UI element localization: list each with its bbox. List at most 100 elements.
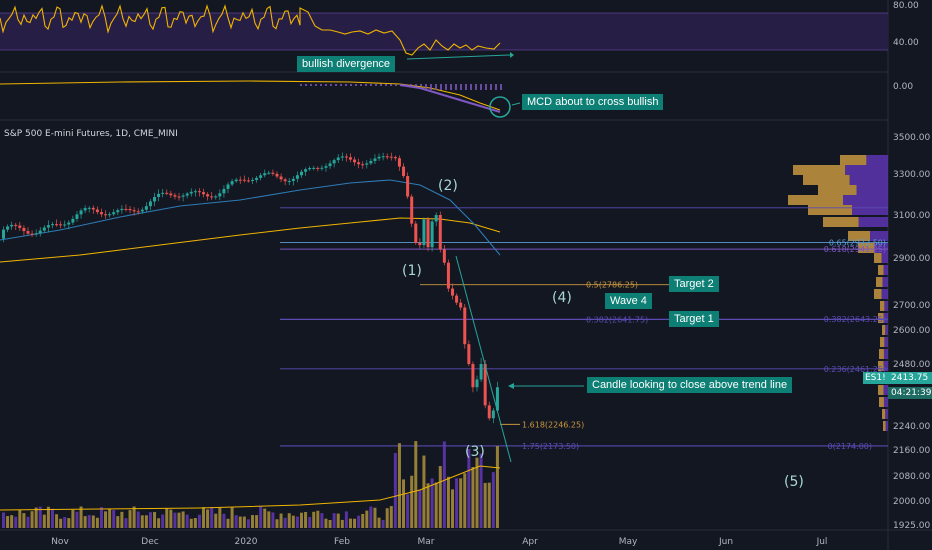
candle-body (495, 387, 499, 411)
time-tick-label: Apr (522, 537, 538, 547)
volume-bar (291, 515, 295, 528)
signal-line (399, 84, 501, 113)
annotation-candle-close[interactable]: Candle looking to close above trend line (587, 377, 793, 393)
candle-body (144, 206, 148, 210)
macd-histogram-bar (415, 84, 417, 86)
candle-body (18, 225, 22, 228)
volume-profile-bar (858, 243, 875, 253)
volume-bar (95, 517, 99, 528)
volume-bar (128, 510, 132, 528)
volume-bar (67, 518, 71, 528)
candle-body (320, 167, 324, 169)
candle-body (95, 209, 99, 213)
volume-profile-bar (879, 349, 884, 359)
annotation-target-2[interactable]: Target 2 (669, 276, 719, 292)
macd-histogram-bar (380, 84, 382, 86)
volume-bar (206, 509, 210, 528)
volume-bar (299, 512, 303, 528)
candle-body (165, 192, 169, 194)
candle-body (67, 222, 71, 225)
volume-bar (185, 514, 189, 528)
candle-body (455, 295, 459, 303)
candle-body (340, 156, 344, 158)
volume-profile-bar (874, 289, 882, 299)
candle-body (324, 166, 328, 168)
candle-body (406, 176, 410, 197)
volume-bar (361, 513, 365, 528)
candle-body (214, 196, 218, 198)
volume-bar (91, 515, 95, 528)
candle-body (132, 210, 136, 212)
candle-body (140, 209, 144, 212)
macd-histogram-bar (305, 84, 307, 86)
candle-body (397, 158, 401, 167)
candle-body (299, 171, 303, 176)
volume-bar (304, 512, 308, 528)
candle-body (148, 201, 152, 207)
macd-histogram-bar (480, 84, 482, 90)
annotation-macd-cross[interactable]: MCD about to cross bullish (522, 94, 664, 110)
candle-body (14, 224, 18, 226)
candle-body (112, 212, 116, 215)
candle-body (10, 224, 14, 227)
price-tick-label: 2600.00 (893, 326, 930, 336)
macd-histogram-bar (365, 84, 367, 86)
candle-body (2, 229, 5, 239)
volume-bar (340, 519, 344, 528)
volume-bar (181, 511, 185, 528)
macd-histogram-bar (465, 84, 467, 90)
macd-histogram-bar (335, 84, 337, 86)
volume-bar (71, 509, 75, 528)
volume-profile-bar (858, 217, 888, 227)
macd-histogram-bar (450, 84, 452, 90)
volume-profile-bar (878, 385, 884, 395)
candle-body (169, 193, 173, 196)
volume-bar (406, 494, 410, 528)
volume-profile-bar (878, 361, 884, 371)
volume-bar (336, 513, 340, 528)
candle-body (226, 184, 230, 189)
candle-body (259, 175, 263, 178)
wave-label-4: (4) (552, 290, 572, 306)
volume-bar (79, 506, 83, 528)
macd-histogram-bar (400, 84, 402, 86)
candle-body (381, 156, 385, 158)
fib-label: 0.5(2786.25) (586, 281, 638, 290)
candle-body (116, 210, 120, 213)
price-tick-label: 3100.00 (893, 211, 930, 221)
volume-bar (418, 489, 422, 528)
macd-histogram-bar (330, 84, 332, 86)
volume-bar (104, 511, 108, 528)
macd-histogram-bar (495, 84, 497, 90)
candle-body (238, 179, 242, 181)
volume-bar (475, 457, 479, 528)
volume-bar (365, 510, 369, 528)
volume-profile-bar (866, 155, 888, 165)
annotation-target-1[interactable]: Target 1 (669, 311, 719, 327)
volume-bar (50, 508, 54, 528)
annotation-bullish-divergence[interactable]: bullish divergence (297, 56, 396, 72)
candle-body (255, 177, 259, 180)
candle-body (483, 364, 487, 406)
time-tick-label: Dec (141, 537, 158, 547)
volume-profile-bar (883, 397, 888, 407)
macd-histogram-bar (325, 84, 327, 86)
fib-label: 1.75(2173.50) (522, 442, 579, 451)
volume-bar (487, 482, 491, 528)
candle-body (230, 181, 234, 185)
crash-trendline (455, 255, 512, 463)
volume-bar (332, 513, 336, 528)
candle-body (22, 227, 26, 232)
macd-histogram-bar (425, 84, 427, 90)
volume-bar (255, 515, 259, 528)
volume-profile-bar (884, 301, 888, 311)
macd-histogram-bar (320, 84, 322, 86)
candle-body (59, 224, 63, 226)
candle-body (348, 157, 352, 160)
volume-bar (173, 512, 177, 528)
candle-body (446, 262, 450, 289)
annotation-wave-4[interactable]: Wave 4 (605, 293, 652, 309)
macd-pointer (511, 102, 521, 106)
time-tick-label: May (619, 537, 638, 547)
